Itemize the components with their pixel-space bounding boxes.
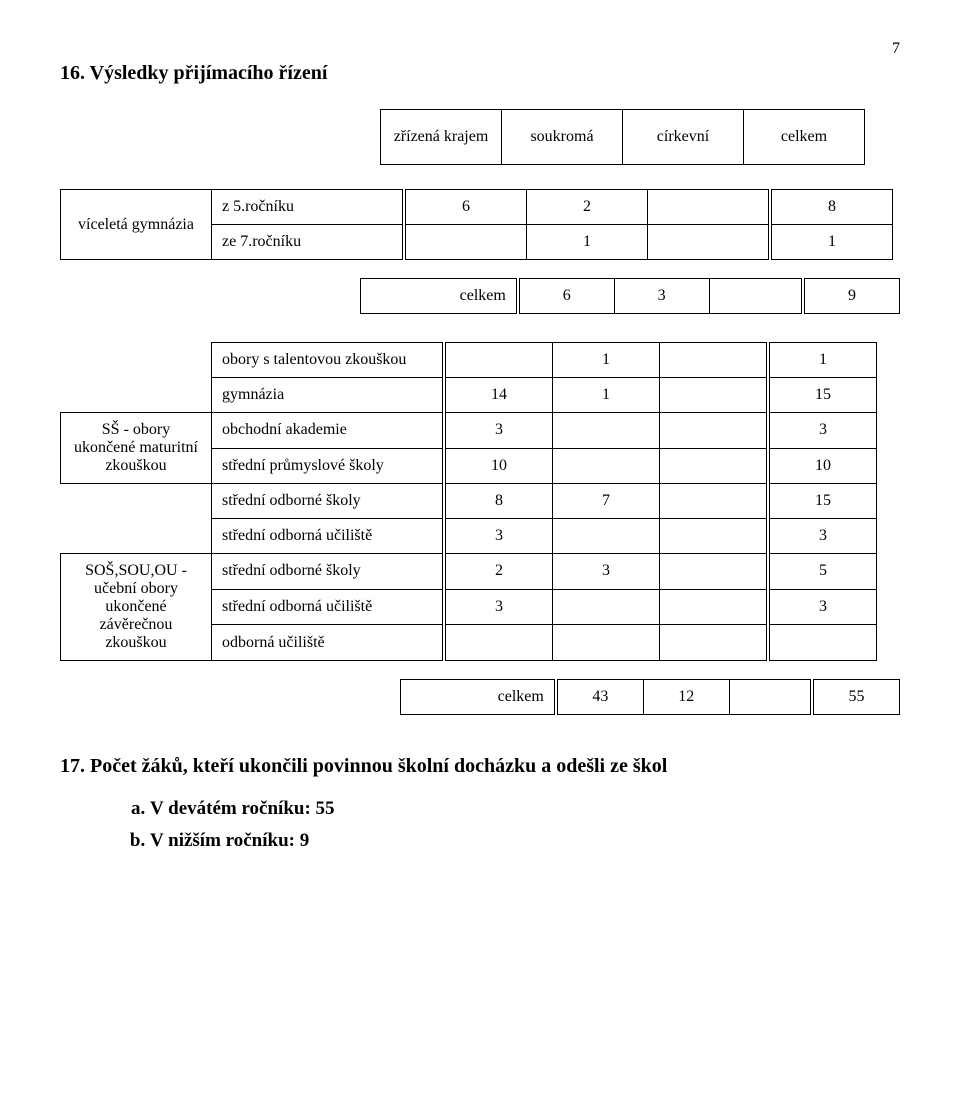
celkem-row-1: celkem 6 3 9 [360, 278, 900, 314]
cell [553, 413, 660, 449]
table-row: gymnázia 14 1 15 [61, 378, 877, 413]
cell: 8 [770, 190, 893, 225]
section-17-heading: 17. Počet žáků, kteří ukončili povinnou … [60, 755, 900, 778]
cell [553, 519, 660, 554]
cell [444, 343, 553, 378]
cell: 1 [527, 225, 648, 260]
col-header: zřízená krajem [381, 110, 502, 165]
row-label: střední odborné školy [212, 484, 445, 519]
cell: 7 [553, 484, 660, 519]
main-table: obory s talentovou zkouškou 1 1 gymnázia… [60, 342, 877, 661]
cell [660, 554, 769, 590]
celkem-label: celkem [361, 279, 518, 314]
sublist-item: V devátém ročníku: 55 [150, 798, 900, 820]
cell [660, 448, 769, 484]
cell: 3 [444, 519, 553, 554]
cell [553, 589, 660, 625]
cell [660, 378, 769, 413]
cell [660, 589, 769, 625]
cell [553, 625, 660, 661]
cell: 3 [444, 413, 553, 449]
cell: 15 [768, 378, 877, 413]
cell: 2 [527, 190, 648, 225]
cell: 3 [614, 279, 709, 314]
cell [660, 413, 769, 449]
col-header: soukromá [502, 110, 623, 165]
cell: 10 [444, 448, 553, 484]
cell [768, 625, 877, 661]
row-label: střední průmyslové školy [212, 448, 445, 484]
page-number: 7 [60, 40, 900, 58]
group-label: SOŠ,SOU,OU - učební obory ukončené závěr… [61, 554, 212, 661]
cell [444, 625, 553, 661]
cell [553, 448, 660, 484]
table-row: SŠ - obory ukončené maturitní zkouškou o… [61, 413, 877, 449]
col-header: celkem [744, 110, 865, 165]
cell: 1 [553, 378, 660, 413]
cell [660, 625, 769, 661]
cell: 10 [768, 448, 877, 484]
row-label: střední odborná učiliště [212, 589, 445, 625]
row-label: ze 7.ročníku [212, 225, 405, 260]
cell: 43 [556, 680, 643, 715]
row-label: odborná učiliště [212, 625, 445, 661]
cell: 6 [404, 190, 527, 225]
cell: 1 [770, 225, 893, 260]
cell [660, 484, 769, 519]
cell: 2 [444, 554, 553, 590]
cell: 3 [553, 554, 660, 590]
cell: 6 [518, 279, 614, 314]
section-16-heading: 16. Výsledky přijímacího řízení [60, 62, 900, 85]
table-row: víceletá gymnázia z 5.ročníku 6 2 8 [61, 190, 893, 225]
row-label: obchodní akademie [212, 413, 445, 449]
group-label: víceletá gymnázia [61, 190, 212, 260]
cell [709, 279, 803, 314]
cell: 8 [444, 484, 553, 519]
celkem-row-2: celkem 43 12 55 [400, 679, 900, 715]
header-table: zřízená krajem soukromá církevní celkem [380, 109, 865, 165]
cell [660, 519, 769, 554]
cell: 3 [768, 519, 877, 554]
cell: 5 [768, 554, 877, 590]
cell: 3 [768, 589, 877, 625]
cell: 12 [643, 680, 729, 715]
table-row: střední odborné školy 8 7 15 [61, 484, 877, 519]
row-label: z 5.ročníku [212, 190, 405, 225]
cell: 1 [553, 343, 660, 378]
table-row: střední odborná učiliště 3 3 [61, 519, 877, 554]
cell [729, 680, 812, 715]
cell: 3 [768, 413, 877, 449]
row-label: obory s talentovou zkouškou [212, 343, 445, 378]
sublist-item: V nižším ročníku: 9 [150, 830, 900, 852]
celkem-label: celkem [401, 680, 556, 715]
row-label: střední odborná učiliště [212, 519, 445, 554]
viceleta-gymnazia-table: víceletá gymnázia z 5.ročníku 6 2 8 ze 7… [60, 189, 893, 260]
cell: 15 [768, 484, 877, 519]
cell: 9 [803, 279, 899, 314]
table-row: obory s talentovou zkouškou 1 1 [61, 343, 877, 378]
cell: 14 [444, 378, 553, 413]
table-row: SOŠ,SOU,OU - učební obory ukončené závěr… [61, 554, 877, 590]
cell: 55 [812, 680, 900, 715]
group-label: SŠ - obory ukončené maturitní zkouškou [61, 413, 212, 484]
cell: 1 [768, 343, 877, 378]
cell [660, 343, 769, 378]
col-header: církevní [623, 110, 744, 165]
cell: 3 [444, 589, 553, 625]
cell [648, 225, 771, 260]
row-label: střední odborné školy [212, 554, 445, 590]
sublist: V devátém ročníku: 55 V nižším ročníku: … [60, 798, 900, 852]
row-label: gymnázia [212, 378, 445, 413]
cell [404, 225, 527, 260]
cell [648, 190, 771, 225]
